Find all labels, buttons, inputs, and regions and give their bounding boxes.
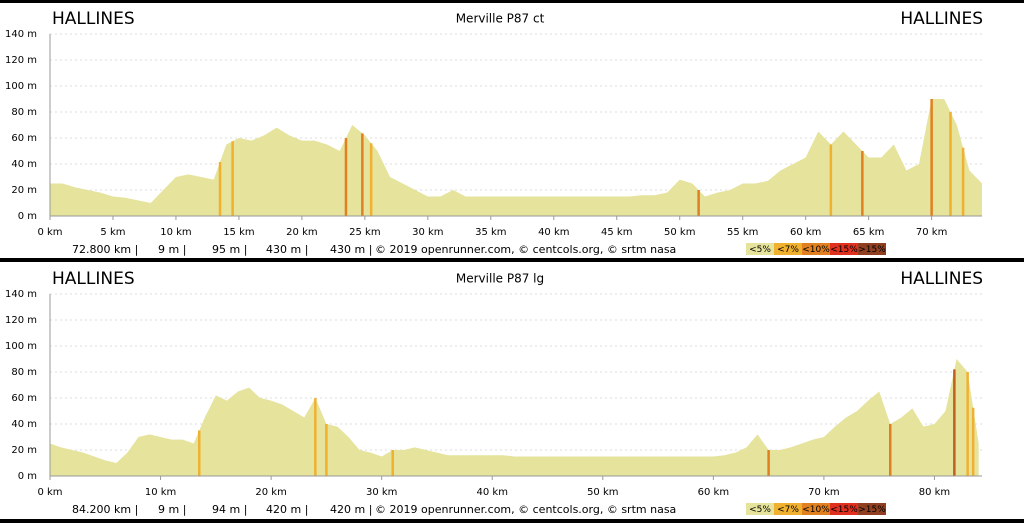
y-tick-label: 40 m (11, 419, 37, 430)
x-tick-label: 50 km (587, 487, 618, 498)
y-tick-label: 20 m (11, 185, 37, 196)
y-tick-label: 80 m (11, 107, 37, 118)
x-tick-label: 70 km (916, 227, 947, 238)
x-tick-label: 55 km (727, 227, 758, 238)
x-tick-label: 20 km (255, 487, 286, 498)
legend-label: <15% (830, 245, 858, 255)
x-tick-label: 10 km (160, 227, 191, 238)
legend-label: <15% (830, 505, 858, 515)
x-tick-label: 50 km (664, 227, 695, 238)
elevation-area (50, 359, 979, 476)
legend-swatch (830, 243, 858, 255)
bottom-border (0, 519, 1024, 523)
stat: 420 m | (266, 503, 308, 516)
x-tick-label: 20 km (286, 227, 317, 238)
y-tick-label: 0 m (18, 471, 37, 482)
stat: 72.800 km | (72, 243, 138, 256)
elevation-area (50, 99, 982, 216)
x-tick-label: 30 km (366, 487, 397, 498)
legend-swatch (774, 503, 802, 515)
legend-swatch (774, 243, 802, 255)
y-tick-label: 60 m (11, 393, 37, 404)
x-tick-label: 65 km (853, 227, 884, 238)
x-tick-label: 15 km (223, 227, 254, 238)
y-tick-label: 80 m (11, 367, 37, 378)
x-tick-label: 10 km (145, 487, 176, 498)
y-tick-label: 100 m (5, 81, 37, 92)
y-tick-label: 120 m (5, 315, 37, 326)
stat: 430 m | (266, 243, 308, 256)
top-border (0, 0, 1024, 3)
x-tick-label: 40 km (477, 487, 508, 498)
legend-swatch (858, 503, 886, 515)
x-tick-label: 5 km (100, 227, 125, 238)
legend-swatch (746, 243, 774, 255)
y-tick-label: 120 m (5, 55, 37, 66)
y-tick-label: 40 m (11, 159, 37, 170)
x-tick-label: 40 km (538, 227, 569, 238)
stat: 420 m | (330, 503, 372, 516)
credit: © 2019 openrunner.com, © centcols.org, ©… (375, 243, 676, 256)
stat: 84.200 km | (72, 503, 138, 516)
x-tick-label: 35 km (475, 227, 506, 238)
x-tick-label: 70 km (808, 487, 839, 498)
legend-swatch (746, 503, 774, 515)
legend-label: <5% (749, 505, 771, 515)
y-tick-label: 140 m (5, 289, 37, 300)
y-tick-label: 20 m (11, 445, 37, 456)
y-tick-label: 60 m (11, 133, 37, 144)
x-tick-label: 80 km (919, 487, 950, 498)
legend-swatch (858, 243, 886, 255)
legend-swatch (830, 503, 858, 515)
stat: 9 m | (158, 503, 186, 516)
x-tick-label: 0 km (37, 227, 62, 238)
legend-label: <5% (749, 245, 771, 255)
x-tick-label: 30 km (412, 227, 443, 238)
legend-label: <7% (777, 505, 799, 515)
legend-label: <10% (802, 245, 830, 255)
y-tick-label: 0 m (18, 211, 37, 222)
legend-label: <7% (777, 245, 799, 255)
start-label: HALLINES (52, 269, 135, 289)
chart-title: Merville P87 ct (456, 12, 545, 26)
legend-label: >15% (858, 505, 886, 515)
x-tick-label: 45 km (601, 227, 632, 238)
legend-swatch (802, 243, 830, 255)
stat: 430 m | (330, 243, 372, 256)
stat: 95 m | (212, 243, 247, 256)
x-tick-label: 0 km (37, 487, 62, 498)
x-tick-label: 60 km (698, 487, 729, 498)
y-tick-label: 100 m (5, 341, 37, 352)
separator (0, 258, 1024, 262)
start-label: HALLINES (52, 9, 135, 29)
y-tick-label: 140 m (5, 29, 37, 40)
credit: © 2019 openrunner.com, © centcols.org, ©… (375, 503, 676, 516)
stat: 94 m | (212, 503, 247, 516)
end-label: HALLINES (900, 9, 983, 29)
end-label: HALLINES (900, 269, 983, 289)
stat: 9 m | (158, 243, 186, 256)
legend-label: >15% (858, 245, 886, 255)
chart-title: Merville P87 lg (456, 272, 544, 286)
legend-swatch (802, 503, 830, 515)
x-tick-label: 25 km (349, 227, 380, 238)
x-tick-label: 60 km (790, 227, 821, 238)
legend-label: <10% (802, 505, 830, 515)
